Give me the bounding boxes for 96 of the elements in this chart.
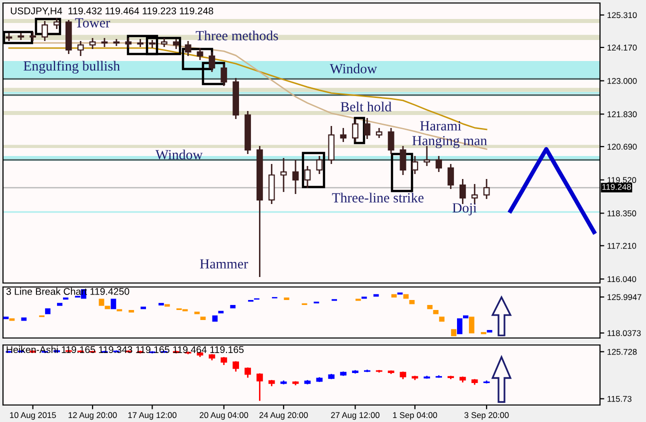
candlestick: [42, 20, 48, 42]
bar: [284, 298, 290, 300]
candlestick: [30, 31, 36, 42]
x-tick-label: 27 Aug 12:00: [331, 412, 380, 420]
x-tick-label: 20 Aug 04:00: [200, 412, 248, 420]
y-tick-label: 124.170: [608, 44, 637, 51]
candlestick: [280, 157, 287, 193]
annotation: Hammer: [200, 259, 248, 269]
candlestick: [208, 51, 216, 73]
bar: [409, 300, 415, 304]
bar: [486, 330, 492, 332]
y-tick-label: 118.0373: [608, 330, 641, 336]
candlestick: [292, 159, 299, 195]
bar: [140, 306, 146, 310]
x-tick-label: 3 Sep 20:00: [464, 412, 509, 420]
bar: [439, 316, 444, 322]
bar: [462, 315, 468, 318]
y-tick-label: 125.9947: [608, 294, 642, 300]
bar: [164, 304, 170, 307]
x-tick-label: 12 Aug 20:00: [68, 412, 117, 420]
bar: [57, 302, 62, 306]
annotation: Engulfing bullish: [24, 60, 120, 74]
candlestick: [220, 63, 228, 87]
bar: [158, 302, 164, 306]
candlestick: [483, 178, 490, 200]
y-tick-label: 121.830: [608, 111, 637, 118]
y-tick-label: 119.520: [608, 177, 636, 183]
bar: [98, 298, 104, 306]
y-tick-label: 123.000: [608, 78, 637, 84]
candlestick: [436, 155, 442, 173]
annotation: Window: [155, 150, 203, 160]
candlestick: [448, 163, 454, 190]
candlestick: [184, 40, 192, 57]
chart-title: Heiken-Ashi 119.165 119.343 119.165 119.464 119.165: [6, 346, 244, 354]
bar: [45, 308, 50, 314]
y-tick-label: 125.728: [608, 348, 637, 355]
candlestick: [232, 360, 240, 372]
candlestick: [412, 155, 418, 175]
x-tick-label: 1 Sep 04:00: [393, 412, 438, 420]
candlestick: [316, 155, 323, 175]
annotation: Harami: [420, 121, 462, 131]
x-tick-label: 24 Aug 20:00: [259, 412, 308, 420]
annotation: Three methods: [196, 30, 278, 40]
candlestick: [77, 40, 84, 57]
candlestick: [101, 37, 108, 48]
candlestick: [471, 183, 478, 205]
line-series: [508, 147, 596, 234]
bar: [194, 312, 200, 314]
x-tick-label: 17 Aug 12:00: [128, 412, 176, 420]
candlestick: [161, 37, 168, 48]
annotation: Belt hold: [340, 102, 392, 112]
candlestick: [172, 38, 180, 50]
bar: [403, 294, 409, 299]
candlestick: [352, 118, 358, 143]
y-tick-label: 116.040: [608, 276, 636, 282]
x-tick-label: 10 Aug 2015: [10, 412, 56, 420]
y-tick-label: 115.73: [608, 396, 632, 402]
bar: [212, 315, 218, 322]
ref-line-label: 119.248: [602, 184, 631, 190]
candlestick: [340, 127, 346, 143]
candlestick: [256, 372, 263, 402]
annotation: Three-line strike: [332, 192, 424, 202]
candlestick: [125, 37, 132, 49]
candlestick: [304, 165, 311, 189]
annotation: Window: [330, 64, 378, 74]
y-tick-label: 118.350: [608, 210, 636, 216]
candlestick: [376, 127, 382, 139]
candlestick: [364, 117, 370, 140]
candlestick: [388, 127, 394, 155]
bar: [391, 294, 397, 298]
y-tick-label: 117.210: [608, 242, 636, 249]
bar: [218, 310, 224, 314]
y-tick-label: 125.310: [608, 12, 637, 18]
annotation: Tower: [75, 18, 110, 28]
candlestick: [400, 145, 406, 176]
bar: [230, 304, 236, 308]
annotation: Doji: [452, 203, 477, 216]
bar: [457, 318, 462, 334]
candlestick: [460, 178, 466, 205]
bar: [3, 316, 9, 320]
bar: [9, 318, 15, 321]
y-tick-label: 120.690: [608, 144, 637, 150]
candlestick: [89, 37, 96, 50]
bar: [468, 316, 474, 334]
candlestick: [244, 366, 251, 378]
bar: [433, 310, 439, 314]
bar: [200, 316, 206, 320]
bar: [451, 329, 456, 336]
bar: [373, 294, 379, 297]
annotation: Hanging man: [412, 136, 487, 148]
bar: [110, 298, 116, 310]
candlestick: [54, 17, 60, 30]
bar: [21, 317, 27, 321]
bar: [427, 304, 433, 310]
candlestick: [196, 47, 204, 61]
chart-title: USDJPY,H4 119.432 119.464 119.223 119.248: [10, 7, 214, 16]
